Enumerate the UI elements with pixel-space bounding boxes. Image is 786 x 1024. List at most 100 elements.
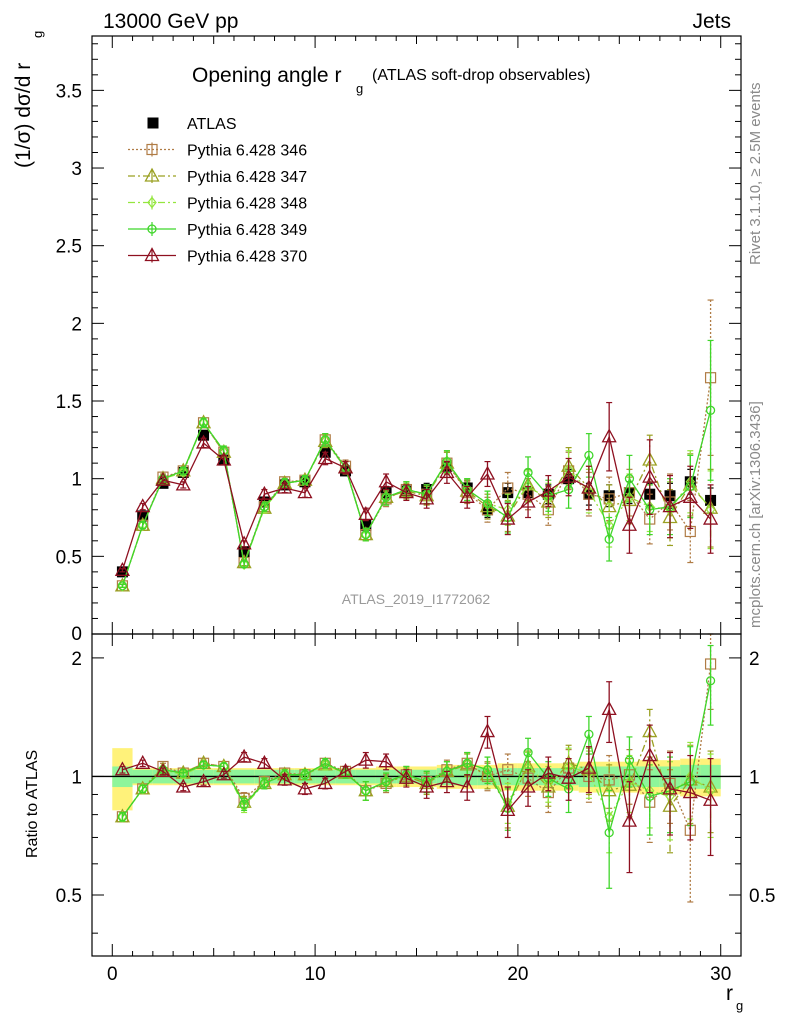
data-point [114, 761, 131, 776]
data-point [239, 800, 249, 813]
y-tick-label: 3 [71, 159, 82, 180]
series-p370-ratio [114, 681, 719, 874]
legend-label: Pythia 6.428 349 [187, 222, 307, 239]
data-point [482, 765, 493, 775]
data-point [624, 474, 635, 484]
data-point [581, 759, 597, 774]
data-point [239, 799, 249, 809]
data-point [621, 516, 638, 531]
legend-label: Pythia 6.428 348 [187, 196, 307, 213]
data-point [297, 484, 313, 499]
data-point [398, 484, 414, 499]
data-point [198, 760, 209, 770]
data-point [277, 771, 293, 786]
data-point [624, 755, 635, 765]
data-point [523, 747, 533, 758]
data-point [256, 754, 272, 769]
data-point [259, 501, 270, 512]
x-tick-label: 0 [107, 964, 118, 985]
data-point [459, 488, 475, 503]
y-tick-label-zero: 0 [71, 624, 82, 645]
legend-label: Pythia 6.428 347 [187, 169, 307, 186]
legend-entry-ATLAS: ATLAS [147, 116, 237, 133]
data-point [581, 479, 597, 494]
data-point [502, 482, 514, 494]
legend-marker [146, 143, 158, 156]
data-point [178, 466, 188, 476]
data-point [682, 784, 698, 799]
analysis-id: ATLAS_2019_I1772062 [342, 591, 491, 607]
y-tick-label: 1.5 [56, 392, 82, 413]
series-line-p347 [121, 421, 712, 587]
ratio-y-tick-label: 2 [71, 649, 82, 670]
data-point [360, 519, 372, 531]
data-point [439, 773, 455, 788]
mcplots-label: mcplots.cern.ch [arXiv:1306.3436] [747, 401, 764, 628]
data-point [705, 676, 716, 686]
data-point [462, 758, 472, 768]
data-point [135, 754, 151, 769]
legend-marker [147, 196, 157, 209]
legend-entry-p349: Pythia 6.428 349 [128, 222, 307, 239]
data-point [256, 485, 272, 500]
data-point [137, 519, 148, 532]
data-point [195, 434, 212, 449]
series-line-p349 [121, 680, 712, 833]
main-ylabel-sub: g [30, 31, 45, 38]
data-point [381, 777, 391, 787]
data-point [277, 479, 293, 494]
data-point [601, 428, 617, 443]
data-point [378, 753, 394, 768]
data-point [195, 773, 212, 788]
data-point [540, 482, 556, 497]
data-point [155, 763, 171, 778]
legend-marker [144, 247, 160, 262]
x-axis-label: r [726, 982, 733, 1005]
data-point [117, 812, 128, 822]
data-point [479, 465, 496, 480]
chart-title-suffix: (ATLAS soft-drop observables) [372, 67, 590, 84]
x-tick-label: 10 [305, 964, 326, 985]
data-point [175, 778, 191, 793]
y-tick-label: 2.5 [56, 237, 82, 258]
data-point [502, 764, 514, 776]
legend-marker [147, 224, 157, 234]
data-point [216, 766, 232, 781]
data-point [361, 786, 371, 796]
data-point [198, 758, 209, 771]
data-point [117, 810, 128, 823]
data-point [358, 506, 374, 521]
data-point [219, 761, 229, 772]
legend-label: Pythia 6.428 346 [187, 143, 307, 160]
data-point [584, 729, 594, 739]
data-point [198, 418, 209, 428]
chart-title-sub: g [356, 81, 363, 96]
series-line-p348 [121, 421, 712, 587]
data-point [378, 473, 394, 488]
data-point [135, 498, 151, 513]
data-point [439, 464, 455, 479]
ratio-ylabel: Ratio to ATLAS [24, 750, 41, 858]
data-point [500, 802, 516, 817]
x-tick-label: 30 [710, 964, 731, 985]
data-point [520, 493, 536, 508]
data-point [155, 471, 171, 486]
legend-marker [147, 117, 159, 129]
series-line-p349 [121, 410, 712, 587]
data-point [398, 769, 414, 784]
data-point [381, 492, 391, 502]
series-line-p370 [121, 434, 712, 571]
chart-title: Opening angle r [192, 64, 341, 87]
data-point [621, 812, 638, 827]
data-point [540, 764, 556, 779]
data-point [117, 581, 128, 591]
tick-layer: 0.511.522.533.500.5 0.51 12 20 10 20 30 [56, 36, 775, 985]
series-p370-main [114, 401, 719, 576]
legend-label: Pythia 6.428 370 [187, 249, 307, 266]
ratio-y-tick-label: 0.5 [56, 886, 82, 907]
data-point [320, 758, 331, 771]
y-tick-label: 3.5 [56, 81, 82, 102]
data-point [419, 778, 435, 793]
data-point [259, 778, 270, 789]
data-point [662, 780, 678, 795]
